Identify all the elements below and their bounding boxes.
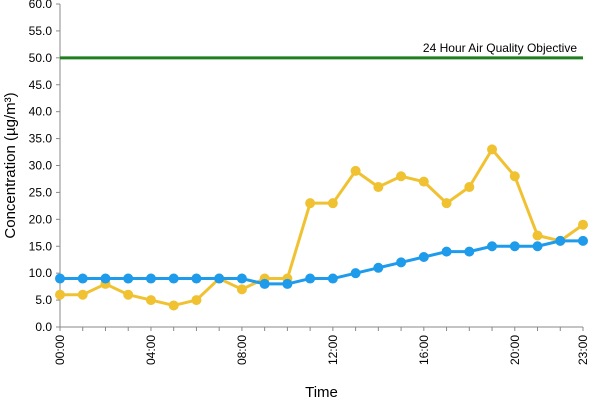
y-tick-label: 15.0 (29, 239, 53, 253)
data-point (397, 172, 406, 181)
data-point (306, 199, 315, 208)
data-point (442, 199, 451, 208)
data-point (169, 274, 178, 283)
data-point (351, 269, 360, 278)
x-tick-label: 00:00 (53, 335, 67, 365)
x-axis-title: Time (305, 384, 338, 400)
data-point (101, 274, 110, 283)
y-tick-label: 55.0 (29, 24, 53, 38)
y-tick-label: 20.0 (29, 212, 53, 226)
series-line (60, 241, 583, 284)
data-point (533, 242, 542, 251)
data-point (192, 274, 201, 283)
data-point (465, 183, 474, 192)
data-point (306, 274, 315, 283)
data-point (215, 274, 224, 283)
data-point (237, 274, 246, 283)
data-point (56, 290, 65, 299)
y-tick-label: 60.0 (29, 0, 53, 11)
data-point (579, 236, 588, 245)
series-1 (56, 236, 588, 288)
y-tick-label: 0.0 (35, 320, 52, 334)
y-tick-label: 40.0 (29, 105, 53, 119)
reference-line-group: 24 Hour Air Quality Objective (60, 41, 583, 58)
data-point (237, 285, 246, 294)
x-tick-label: 16:00 (417, 335, 431, 365)
data-point (374, 263, 383, 272)
y-tick-label: 25.0 (29, 185, 53, 199)
y-tick-label: 5.0 (35, 293, 52, 307)
data-point (510, 242, 519, 251)
data-point (169, 301, 178, 310)
data-point (374, 183, 383, 192)
data-point (488, 145, 497, 154)
series-0 (56, 145, 588, 310)
y-axis-ticks: 0.0 5.0 10.0 15.0 20.0 25.0 30.0 35.0 40.0 45.0 50… (29, 0, 60, 334)
data-point (328, 199, 337, 208)
series-group (56, 145, 588, 310)
data-point (283, 279, 292, 288)
x-tick-label: 12:00 (326, 335, 340, 365)
x-tick-label: 08:00 (235, 335, 249, 365)
data-point (124, 290, 133, 299)
y-tick-label: 10.0 (29, 266, 53, 280)
data-point (465, 247, 474, 256)
data-point (419, 177, 428, 186)
data-point (579, 220, 588, 229)
data-point (488, 242, 497, 251)
data-point (192, 296, 201, 305)
x-tick-label: 20:00 (508, 335, 522, 365)
data-point (419, 253, 428, 262)
data-point (146, 274, 155, 283)
x-tick-label: 04:00 (144, 335, 158, 365)
x-tick-label: 23:00 (576, 335, 590, 365)
data-point (556, 236, 565, 245)
series-line (60, 149, 583, 305)
data-point (260, 279, 269, 288)
y-tick-label: 35.0 (29, 132, 53, 146)
data-point (533, 231, 542, 240)
data-point (146, 296, 155, 305)
air-quality-objective-label: 24 Hour Air Quality Objective (423, 41, 577, 55)
data-point (328, 274, 337, 283)
y-tick-label: 45.0 (29, 78, 53, 92)
y-axis-title: Concentration (µg/m³) (2, 92, 19, 238)
data-point (78, 274, 87, 283)
x-axis-ticks: 00:00 04:00 08:00 12:00 16:00 20:00 23:00 (53, 327, 590, 365)
data-point (78, 290, 87, 299)
data-point (56, 274, 65, 283)
data-point (124, 274, 133, 283)
y-tick-label: 30.0 (29, 159, 53, 173)
data-point (442, 247, 451, 256)
y-tick-label: 50.0 (29, 51, 53, 65)
data-point (397, 258, 406, 267)
data-point (351, 166, 360, 175)
data-point (510, 172, 519, 181)
